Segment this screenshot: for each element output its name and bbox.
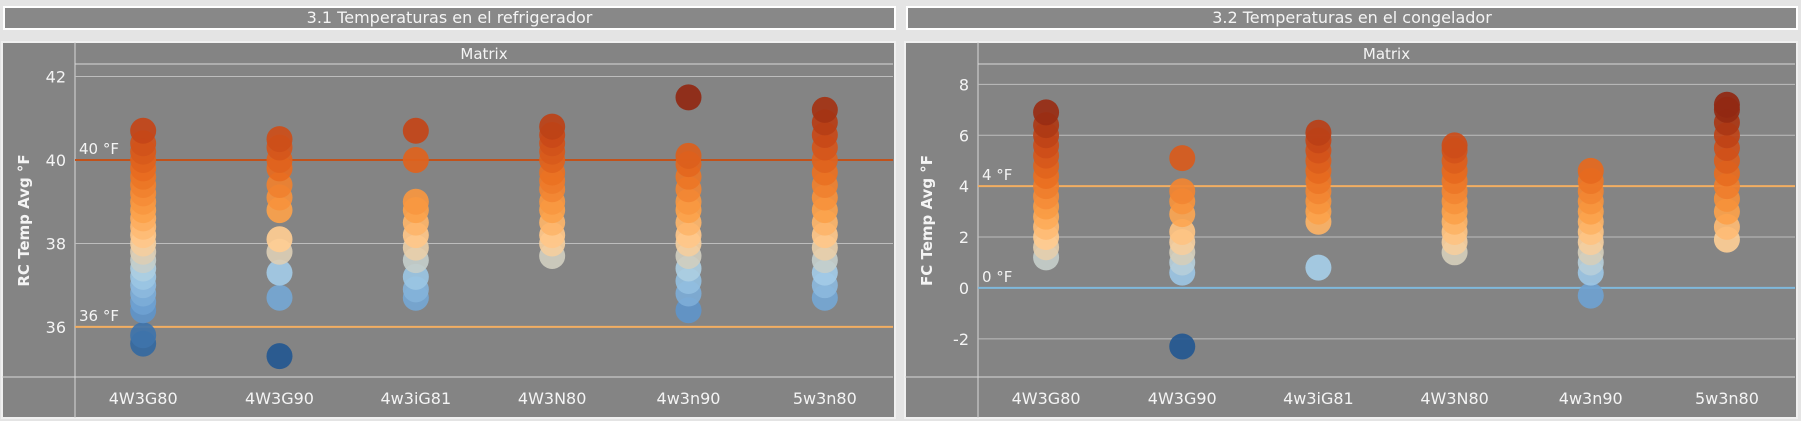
data-point — [402, 188, 429, 215]
y-tick-label: 8 — [959, 75, 969, 94]
data-point — [1305, 119, 1332, 146]
y-tick-label: 42 — [46, 68, 66, 87]
data-point — [1577, 157, 1604, 184]
data-point — [130, 322, 157, 349]
data-point — [266, 284, 293, 311]
panel-title-freezer: 3.2 Temperaturas en el congelador — [906, 6, 1798, 30]
y-tick-label: 40 — [46, 151, 66, 170]
data-point — [1169, 218, 1196, 245]
y-axis-title: RC Temp Avg °F — [15, 154, 33, 286]
reference-line-label: 4 °F — [982, 166, 1012, 184]
data-point — [1169, 145, 1196, 172]
y-tick-label: 36 — [46, 318, 66, 337]
data-point — [402, 117, 429, 144]
x-category-label: 4w3iG81 — [381, 389, 452, 408]
reference-line-label: 40 °F — [79, 140, 119, 158]
x-category-label: 4W3G90 — [1148, 389, 1217, 408]
y-tick-label: 0 — [959, 279, 969, 298]
column-header: Matrix — [1363, 45, 1410, 63]
x-category-label: 4w3n90 — [1559, 389, 1623, 408]
x-category-label: 4W3G80 — [1012, 389, 1081, 408]
y-tick-label: -2 — [953, 330, 969, 349]
column-header: Matrix — [460, 45, 507, 63]
reference-line-label: 36 °F — [79, 307, 119, 325]
data-point — [811, 96, 838, 123]
data-point — [266, 126, 293, 153]
data-point — [1033, 99, 1060, 126]
reference-line-label: 0 °F — [982, 268, 1012, 286]
data-point — [266, 226, 293, 253]
x-category-label: 5w3n80 — [1695, 389, 1759, 408]
panel-title-refrigerator: 3.1 Temperaturas en el refrigerador — [3, 6, 896, 30]
y-axis-title: FC Temp Avg °F — [918, 155, 936, 286]
refrigerator-temperature-chart: Matrix 36 38 40 42 RC Temp Avg °F 40 °F 36 °F 4W… — [1, 41, 896, 419]
data-point — [1169, 333, 1196, 360]
x-category-label: 4W3G80 — [109, 389, 178, 408]
freezer-temperature-chart: Matrix -2 0 2 4 6 8 FC Temp Avg °F 4 °F 0 °F 4W3G8… — [904, 41, 1798, 419]
data-point — [675, 142, 702, 169]
data-point — [1305, 254, 1332, 281]
data-point — [266, 259, 293, 286]
x-category-label: 5w3n80 — [793, 389, 857, 408]
x-category-label: 4W3N80 — [518, 389, 587, 408]
y-tick-label: 4 — [959, 177, 969, 196]
data-point — [1169, 178, 1196, 205]
data-point — [1577, 282, 1604, 309]
y-tick-label: 6 — [959, 126, 969, 145]
data-point — [1441, 132, 1468, 159]
x-category-label: 4W3N80 — [1420, 389, 1489, 408]
data-point — [1713, 91, 1740, 118]
x-category-label: 4W3G90 — [245, 389, 314, 408]
data-point — [675, 84, 702, 111]
y-tick-label: 38 — [46, 234, 66, 253]
x-category-label: 4w3iG81 — [1283, 389, 1354, 408]
x-category-label: 4w3n90 — [657, 389, 721, 408]
y-tick-label: 2 — [959, 228, 969, 247]
data-point — [130, 117, 157, 144]
data-point — [266, 343, 293, 370]
data-point — [539, 113, 566, 140]
data-point — [402, 146, 429, 173]
